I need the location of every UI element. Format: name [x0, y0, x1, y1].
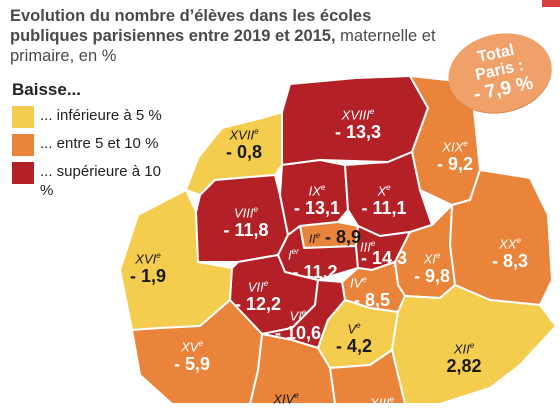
- legend-item-mid: ... entre 5 et 10 %: [12, 134, 212, 156]
- arrondissement-ii: [299, 221, 359, 249]
- legend-label-high: ... supérieure à 10 %: [40, 163, 161, 199]
- legend-item-high: ... supérieure à 10 %: [12, 162, 212, 200]
- legend-label-low: ... inférieure à 5 %: [40, 107, 162, 124]
- map-title: Evolution du nombre d’élèves dans les éc…: [10, 6, 450, 66]
- legend-swatch-high: [12, 162, 34, 184]
- legend: Baisse... ... inférieure à 5 % ... entre…: [12, 80, 212, 206]
- corner-marker: [542, 0, 560, 7]
- arrondissement-xviii: [281, 75, 429, 166]
- arrondissement-xv: [131, 299, 263, 404]
- title-bold: Evolution du nombre d’élèves dans les éc…: [10, 7, 372, 45]
- legend-swatch-low: [12, 106, 34, 128]
- legend-swatch-mid: [12, 134, 34, 156]
- legend-item-low: ... inférieure à 5 %: [12, 106, 212, 128]
- arrondissement-xii: [391, 284, 557, 404]
- legend-heading: Baisse...: [12, 80, 81, 99]
- legend-label-mid: ... entre 5 et 10 %: [40, 135, 159, 152]
- title-rest: maternelle et primaire, en %: [10, 27, 436, 65]
